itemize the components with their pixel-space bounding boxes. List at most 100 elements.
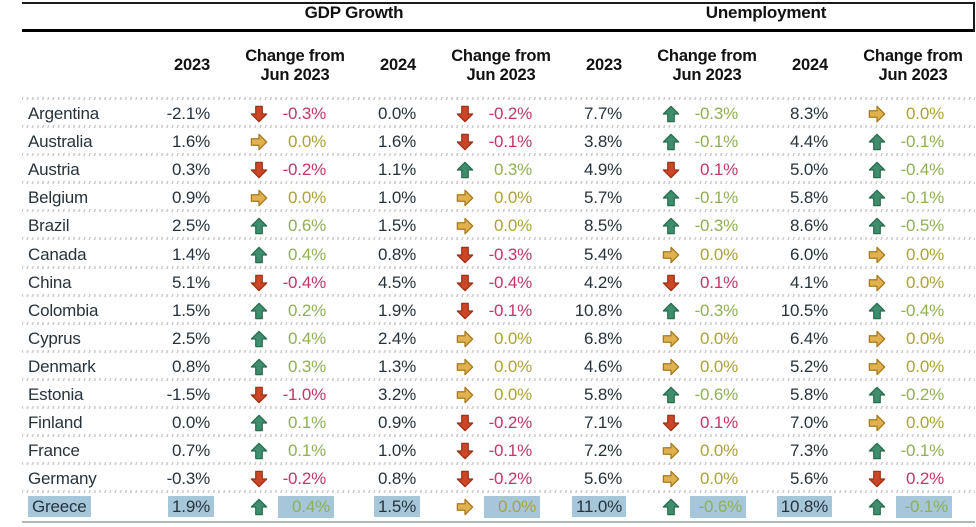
arrow-right-icon [456,218,474,235]
change-value: 0.0% [484,496,540,519]
value-label: 5.8% [790,188,828,208]
change-value: 0.0% [700,469,738,489]
arrow-up-icon [250,246,268,263]
arrow-right-icon [662,358,680,376]
value-cell: 11.0% [560,496,648,518]
country-label: Australia [28,132,93,152]
arrow-down-icon [250,105,268,123]
change-cell: -0.2% [236,469,354,489]
value-cell: 4.4% [766,132,854,152]
change-value: 0.0% [494,216,532,236]
change-value: 0.0% [700,328,738,348]
value-label: 0.0% [378,104,416,124]
country-label: France [28,441,80,461]
column-header-gdp-2024: 2024 [380,56,416,75]
arrow-up-icon [868,161,886,179]
change-cell: 0.0% [648,469,766,489]
arrow-up-icon [868,386,886,404]
value-cell: 5.0% [766,160,854,180]
change-cell: 0.1% [236,413,354,433]
value-cell: 7.0% [766,413,854,433]
change-cell: 0.0% [854,357,972,377]
change-cell: -0.3% [648,216,766,236]
change-cell: 0.0% [854,245,972,265]
country-label: China [28,272,72,292]
change-value: 0.2% [906,469,944,489]
arrow-right-icon [250,190,268,207]
change-value: -0.4% [900,300,945,320]
arrow-down-icon [456,414,474,432]
value-label: 1.3% [378,356,416,376]
value-cell: 10.8% [560,301,648,321]
arrow-down-icon [456,105,474,123]
change-value: 0.1% [288,441,326,461]
value-cell: 8.3% [766,104,854,124]
change-value: 0.3% [494,160,532,180]
value-label: 3.2% [378,384,416,404]
table-row: Greece 1.9% 0.4% 1.5% 0.0% 11.0% -0.6% 10.8%… [22,493,975,521]
arrow-down-icon [250,274,268,291]
value-label: 8.5% [584,216,622,236]
value-label: 5.4% [584,244,622,264]
change-cell: -0.2% [236,160,354,180]
change-value: 0.0% [494,328,532,348]
change-value: 0.4% [288,328,326,348]
value-label: 5.8% [790,384,828,404]
change-value: -0.3% [694,300,739,320]
value-cell: 5.4% [560,245,648,265]
change-value: 0.0% [494,188,532,208]
value-cell: 7.3% [766,441,854,461]
value-cell: 2.4% [354,329,442,349]
change-value: -0.6% [690,496,746,519]
arrow-up-icon [868,218,886,235]
value-cell: 1.5% [354,216,442,236]
change-cell: -0.3% [648,301,766,321]
arrow-down-icon [456,470,474,488]
column-header-unemp-2024: 2024 [792,56,828,75]
value-cell: 5.7% [560,188,648,208]
value-cell: 1.9% [148,496,236,518]
change-value: 0.0% [906,104,944,124]
table-row: Australia 1.6% 0.0% 1.6% -0.1% 3.8% -0.1% 4.… [22,128,975,157]
value-cell: 1.6% [148,132,236,152]
arrow-right-icon [868,330,886,348]
change-value: -0.4% [488,272,533,292]
change-value: -0.1% [488,441,533,461]
arrow-up-icon [662,499,680,516]
change-value: -0.3% [488,244,533,264]
value-cell: 2.5% [148,329,236,349]
change-value: 0.1% [700,160,738,180]
value-label: 1.5% [374,496,420,518]
change-cell: -0.1% [854,441,972,461]
change-cell: 0.3% [442,160,560,180]
value-label: 1.6% [172,132,210,152]
change-cell: -0.2% [854,385,972,405]
arrow-up-icon [868,442,886,460]
value-label: 5.0% [790,160,828,180]
change-cell: 0.1% [648,273,766,293]
arrow-down-icon [662,161,680,179]
arrow-up-icon [662,190,680,207]
arrow-right-icon [662,330,680,348]
change-value: -0.6% [694,384,739,404]
change-value: 0.4% [278,496,334,519]
value-cell: 1.6% [354,132,442,152]
country-label: Austria [28,160,80,180]
change-value: -0.2% [282,160,327,180]
change-value: -0.4% [900,160,945,180]
change-value: 0.0% [906,244,944,264]
country-label: Denmark [28,356,96,376]
value-cell: 2.5% [148,216,236,236]
value-cell: 0.0% [354,104,442,124]
arrow-right-icon [868,105,886,123]
table: GDP Growth Unemployment 2023 Change from… [22,0,975,524]
country-label: Brazil [28,216,70,236]
change-value: 0.0% [906,413,944,433]
table-row: Canada 1.4% 0.4% 0.8% -0.3% 5.4% 0.0% 6.0% 0… [22,240,975,269]
country-label: Colombia [28,300,99,320]
value-cell: 6.8% [560,329,648,349]
country-label: Canada [28,244,87,264]
change-cell: -0.1% [648,132,766,152]
country-cell: Brazil [22,216,148,236]
change-value: -0.1% [900,441,945,461]
